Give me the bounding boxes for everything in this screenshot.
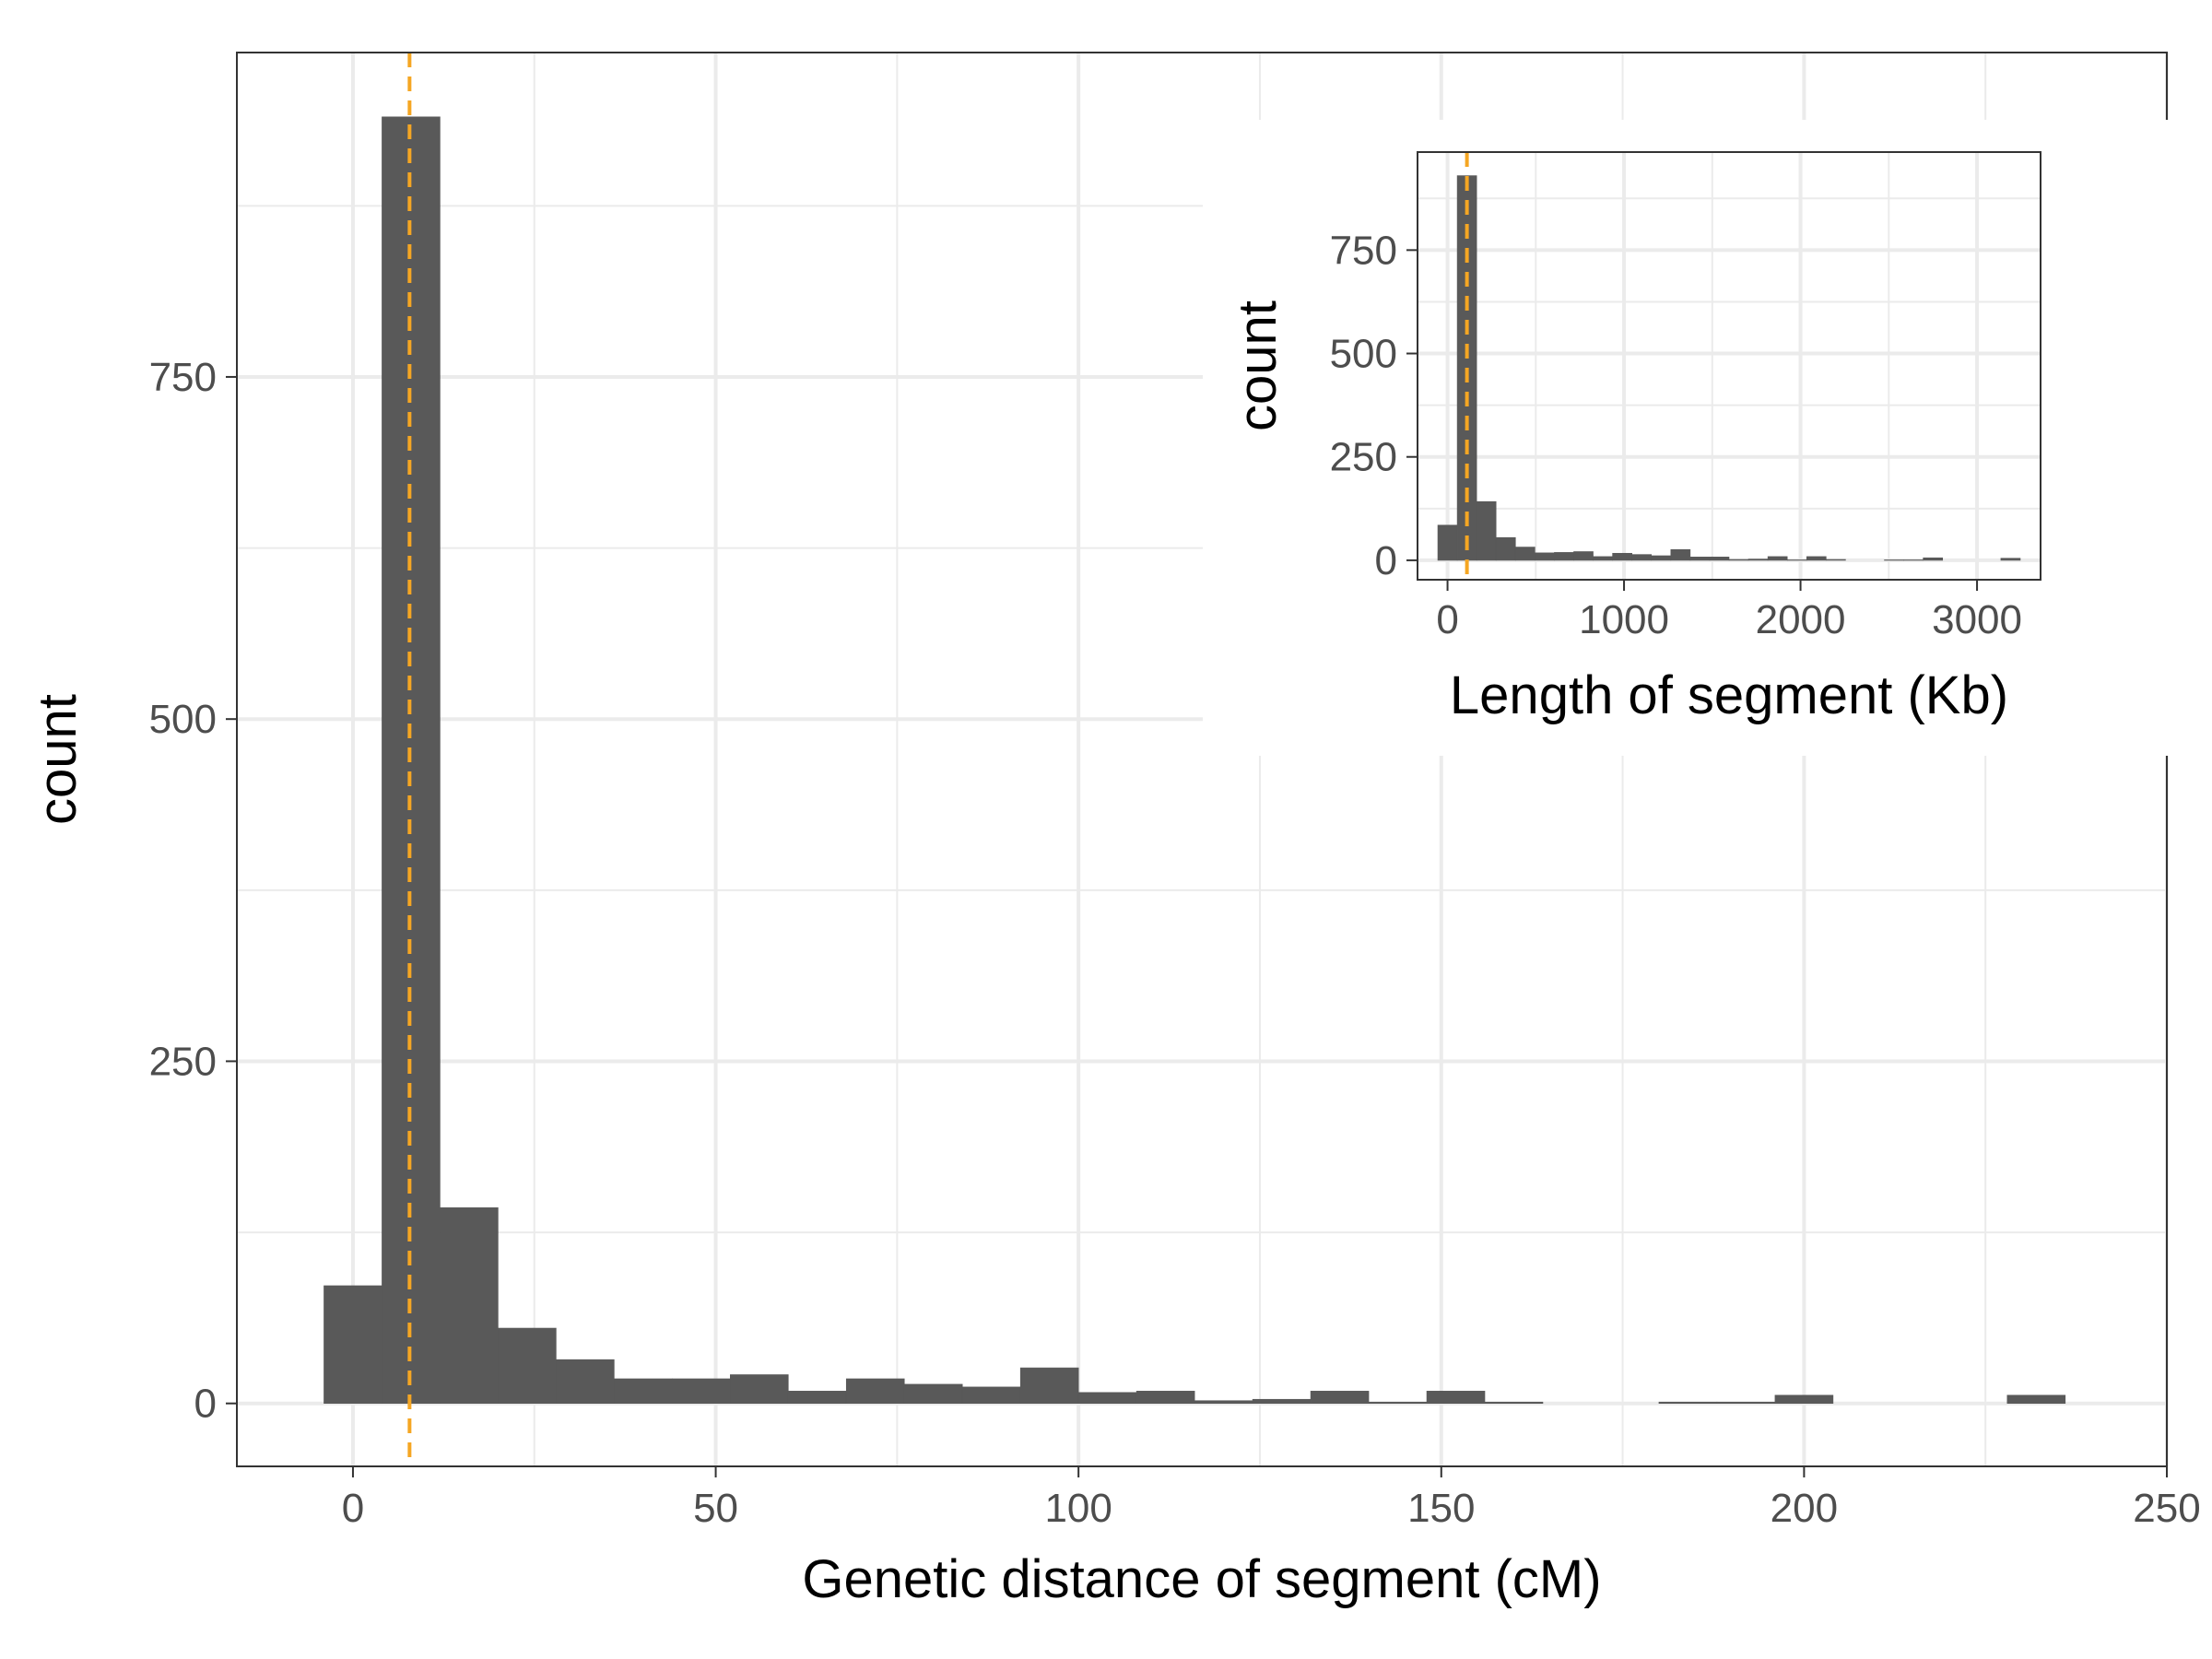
y-tick-label: 250 — [1330, 435, 1397, 480]
histogram-bar — [1658, 1401, 1718, 1404]
histogram-bar — [1194, 1400, 1253, 1404]
histogram-bar — [961, 1386, 1021, 1404]
x-tick-label: 200 — [1771, 1486, 1838, 1531]
histogram-bar — [1631, 554, 1653, 561]
main-bars — [324, 116, 2066, 1404]
inset-x-axis: 0 1000 2000 3000 — [1436, 580, 2022, 642]
main-x-axis: 0 50 100 150 200 250 — [342, 1466, 2201, 1531]
histogram-bar — [440, 1207, 499, 1404]
x-tick-label: 1000 — [1579, 597, 1669, 642]
histogram-bar — [1786, 559, 1807, 561]
histogram-bar — [672, 1378, 731, 1404]
histogram-bar — [1437, 524, 1458, 561]
inset-panel-border — [1417, 151, 2041, 581]
histogram-bar — [1826, 559, 1846, 561]
histogram-bar — [1716, 1401, 1776, 1404]
histogram-bar — [1593, 556, 1613, 561]
main-histogram-panel: 0 50 100 150 200 250 0 250 500 750 Genetic dista… — [28, 52, 2201, 1609]
inset-histogram-panel: 0 1000 2000 3000 0 250 500 750 Length of segme… — [1228, 151, 2041, 725]
histogram-bar — [614, 1378, 673, 1404]
histogram-bar — [1806, 556, 1827, 561]
histogram-bar — [1554, 552, 1574, 561]
histogram-bar — [1135, 1391, 1195, 1404]
histogram-bar — [1310, 1391, 1370, 1404]
histogram-bar — [730, 1374, 789, 1404]
histogram-bar — [1709, 557, 1730, 561]
histogram-bar — [787, 1391, 847, 1404]
histogram-bar — [1368, 1401, 1428, 1404]
y-tick-label: 0 — [1375, 538, 1397, 583]
histogram-bar — [903, 1383, 963, 1404]
main-x-axis-title: Genetic distance of segment (cM) — [802, 1549, 1601, 1609]
histogram-bar — [2000, 558, 2021, 561]
y-tick-label: 500 — [149, 697, 217, 742]
histogram-bar — [1651, 555, 1672, 561]
histogram-bar — [1670, 548, 1691, 561]
x-tick-label: 2000 — [1756, 597, 1846, 642]
x-tick-label: 150 — [1407, 1486, 1475, 1531]
histogram-bar — [556, 1359, 615, 1404]
histogram-bar — [1252, 1398, 1312, 1404]
histogram-bar — [1923, 557, 1944, 561]
y-tick-label: 250 — [149, 1039, 217, 1084]
histogram-bar — [1767, 556, 1788, 561]
histogram-bar — [1747, 559, 1769, 561]
histogram-bar — [1774, 1394, 1834, 1404]
histogram-bar — [1689, 557, 1711, 561]
inset-grid — [1418, 152, 2041, 580]
histogram-bar — [1884, 559, 1904, 561]
x-tick-label: 50 — [693, 1486, 738, 1531]
y-tick-label: 750 — [149, 355, 217, 400]
histogram-bar — [1514, 547, 1535, 561]
x-tick-label: 3000 — [1932, 597, 2022, 642]
histogram-bar — [845, 1378, 905, 1404]
x-tick-label: 250 — [2133, 1486, 2200, 1531]
histogram-bar — [2006, 1394, 2066, 1404]
histogram-bar — [1903, 559, 1924, 561]
y-tick-label: 0 — [194, 1382, 217, 1427]
histogram-bar — [1077, 1392, 1137, 1404]
x-tick-label: 0 — [342, 1486, 364, 1531]
histogram-bar — [1573, 551, 1594, 561]
inset-background — [1203, 120, 2169, 756]
y-tick-label: 500 — [1330, 332, 1397, 377]
x-tick-label: 0 — [1436, 597, 1458, 642]
histogram-bar — [1019, 1367, 1079, 1404]
histogram-bar — [1426, 1391, 1486, 1404]
histogram-bar — [1484, 1401, 1544, 1404]
main-y-axis: 0 250 500 750 — [149, 355, 237, 1427]
inset-y-axis: 0 250 500 750 — [1330, 228, 1418, 583]
histogram-bar — [1728, 559, 1749, 561]
histogram-bar — [1535, 552, 1555, 561]
y-tick-label: 750 — [1330, 228, 1397, 273]
histogram-bar — [1476, 500, 1497, 561]
histogram-bar — [324, 1285, 382, 1404]
histogram-bar — [1495, 536, 1516, 561]
histogram-bar — [498, 1327, 557, 1404]
main-panel-border — [236, 52, 2168, 1467]
x-tick-label: 100 — [1044, 1486, 1112, 1531]
main-y-axis-title: count — [28, 694, 88, 825]
inset-x-axis-title: Length of segment (Kb) — [1450, 665, 2008, 725]
histogram-bar — [1612, 552, 1632, 561]
inset-y-axis-title: count — [1228, 300, 1288, 431]
